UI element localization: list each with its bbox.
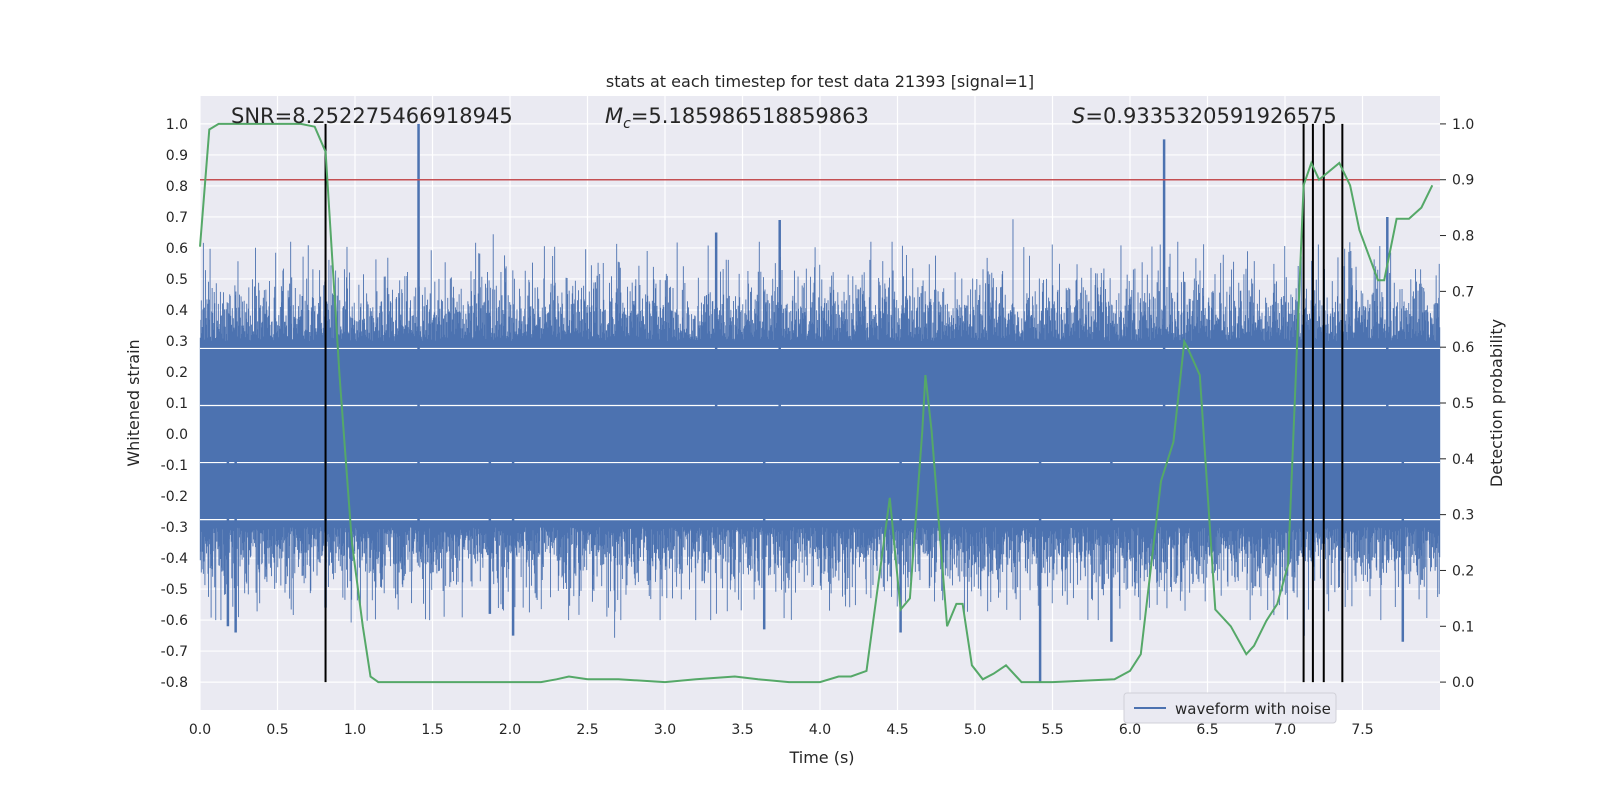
y-tick-label: 0.7 [166, 210, 188, 226]
y2-tick-label: 0.8 [1452, 229, 1474, 245]
x-tick-label: 5.5 [1041, 722, 1063, 738]
s-statistic-value: =0.9335320591926575 [1085, 104, 1336, 128]
y2-tick-label: 0.5 [1452, 396, 1474, 412]
chart-title: stats at each timestep for test data 213… [606, 72, 1034, 91]
y-tick-label: -0.6 [161, 613, 188, 629]
y2-tick-label: 0.1 [1452, 619, 1474, 635]
s-statistic-label: S=0.9335320591926575 [1072, 104, 1337, 128]
x-tick-label: 4.5 [886, 722, 908, 738]
y2-tick-labels: 0.0 0.1 0.2 0.3 0.4 0.5 0.6 0.7 0.8 0.9 1.0 [1440, 117, 1474, 691]
x-tick-label: 2.5 [576, 722, 598, 738]
y-tick-label: 0.6 [166, 241, 188, 257]
y-tick-label: -0.8 [161, 675, 188, 691]
x-tick-label: 6.5 [1196, 722, 1218, 738]
y-tick-label: 0.4 [166, 303, 188, 319]
legend-label-waveform: waveform with noise [1175, 700, 1331, 718]
x-tick-label: 7.5 [1351, 722, 1373, 738]
legend-box [1123, 692, 1337, 724]
y2-tick-label: 0.6 [1452, 340, 1474, 356]
y2-tick-label: 0.3 [1452, 508, 1474, 524]
y-tick-labels: -0.8 -0.7 -0.6 -0.5 -0.4 -0.3 -0.2 -0.1 0.0 0.1 0.… [161, 117, 188, 691]
y2-axis-label: Detection probability [1487, 319, 1506, 487]
y2-tick-label: 0.9 [1452, 173, 1474, 189]
y-tick-label: 0.0 [166, 427, 188, 443]
y-tick-label: 0.2 [166, 365, 188, 381]
waveform-spikes [226, 123, 1405, 683]
y-tick-label: 0.5 [166, 272, 188, 288]
x-tick-label: 5.0 [964, 722, 986, 738]
y2-tick-label: 0.4 [1452, 452, 1474, 468]
y-tick-label: -0.1 [161, 458, 188, 474]
y-tick-label: 0.3 [166, 334, 188, 350]
y-tick-label: -0.4 [161, 551, 188, 567]
detection-probability-line [199, 122, 1434, 684]
y-axis-label: Whitened strain [124, 339, 143, 466]
x-tick-label: 7.0 [1274, 722, 1296, 738]
y2-tick-label: 0.0 [1452, 675, 1474, 691]
waveform-with-noise-series [199, 219, 1441, 638]
x-tick-label: 0.5 [266, 722, 288, 738]
chirp-mass-subscript: c [623, 116, 631, 132]
y-tick-label: 0.9 [166, 148, 188, 164]
s-statistic-symbol: S [1072, 104, 1085, 128]
x-tick-label: 6.0 [1119, 722, 1141, 738]
snr-label: SNR=8.252275466918945 [231, 104, 513, 128]
waveform-noise-core [200, 359, 1440, 509]
y2-tick-label: 1.0 [1452, 117, 1474, 133]
y-tick-label: 1.0 [166, 117, 188, 133]
x-tick-label: 4.0 [809, 722, 831, 738]
chirp-mass-symbol: M [605, 104, 623, 128]
y-tick-label: -0.7 [161, 644, 188, 660]
x-tick-label: 2.0 [499, 722, 521, 738]
chirp-mass-value: =5.185986518859863 [631, 104, 869, 128]
y-tick-label: -0.3 [161, 520, 188, 536]
x-tick-label: 1.5 [421, 722, 443, 738]
chirp-mass-label: Mc=5.185986518859863 [605, 104, 869, 132]
x-tick-label: 3.5 [731, 722, 753, 738]
x-axis-label: Time (s) [788, 748, 854, 767]
x-tick-label: 0.0 [189, 722, 211, 738]
y-tick-label: -0.5 [161, 582, 188, 598]
y-tick-label: -0.2 [161, 489, 188, 505]
x-tick-labels: 0.0 0.5 1.0 1.5 2.0 2.5 3.0 3.5 4.0 4.5 5.0 5.5 6.0 6… [189, 722, 1374, 738]
y2-tick-label: 0.2 [1452, 563, 1474, 579]
x-tick-label: 3.0 [654, 722, 676, 738]
vertical-markers [324, 123, 1344, 683]
legend: waveform with noise [1123, 692, 1337, 724]
x-tick-label: 1.0 [344, 722, 366, 738]
y2-tick-label: 0.7 [1452, 284, 1474, 300]
y-tick-label: 0.8 [166, 179, 188, 195]
y-tick-label: 0.1 [166, 396, 188, 412]
